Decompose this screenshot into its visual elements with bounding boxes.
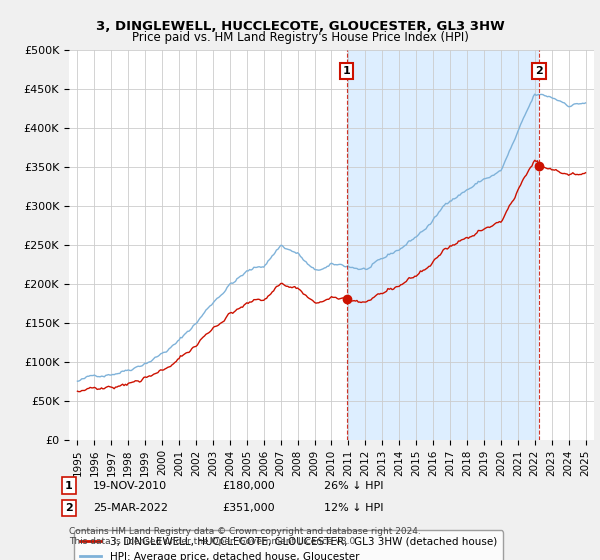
Legend: 3, DINGLEWELL, HUCCLECOTE, GLOUCESTER,  GL3 3HW (detached house), HPI: Average p: 3, DINGLEWELL, HUCCLECOTE, GLOUCESTER, G… <box>74 530 503 560</box>
Text: 1: 1 <box>65 480 73 491</box>
Text: Price paid vs. HM Land Registry's House Price Index (HPI): Price paid vs. HM Land Registry's House … <box>131 31 469 44</box>
Text: 2: 2 <box>535 66 543 76</box>
Text: £180,000: £180,000 <box>222 480 275 491</box>
Text: 25-MAR-2022: 25-MAR-2022 <box>93 503 168 513</box>
Text: 12% ↓ HPI: 12% ↓ HPI <box>324 503 383 513</box>
Text: 26% ↓ HPI: 26% ↓ HPI <box>324 480 383 491</box>
Text: 19-NOV-2010: 19-NOV-2010 <box>93 480 167 491</box>
Text: Contains HM Land Registry data © Crown copyright and database right 2024.
This d: Contains HM Land Registry data © Crown c… <box>69 526 421 546</box>
Text: £351,000: £351,000 <box>222 503 275 513</box>
Text: 1: 1 <box>343 66 350 76</box>
Bar <box>347 50 539 440</box>
Text: 3, DINGLEWELL, HUCCLECOTE, GLOUCESTER, GL3 3HW: 3, DINGLEWELL, HUCCLECOTE, GLOUCESTER, G… <box>95 20 505 32</box>
Text: 2: 2 <box>65 503 73 513</box>
